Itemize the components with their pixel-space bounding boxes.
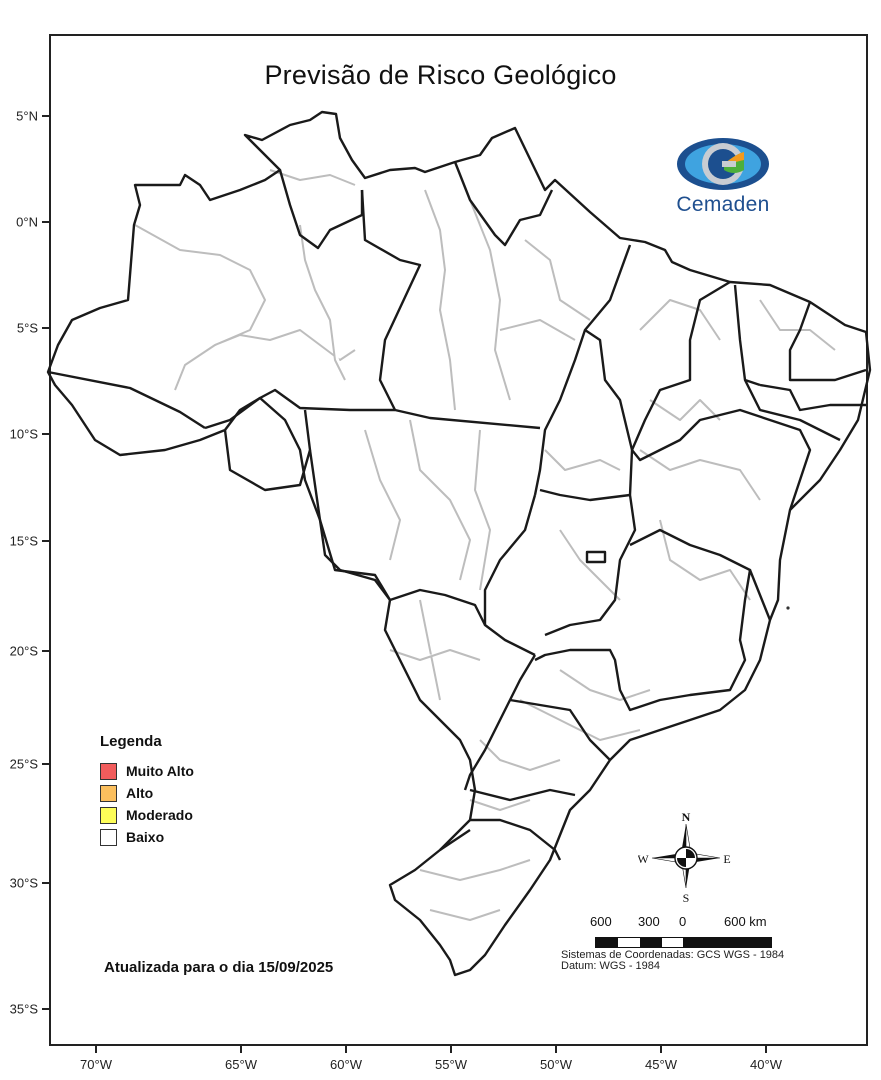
logo-text: Cemaden — [676, 193, 770, 216]
lon-tick — [765, 1044, 767, 1053]
lon-label: 65°W — [225, 1057, 257, 1072]
lat-tick — [42, 1008, 50, 1010]
lon-tick — [240, 1044, 242, 1053]
state-borders — [46, 110, 872, 977]
lat-label: 15°S — [9, 533, 38, 549]
lat-tick — [42, 540, 50, 542]
datum-line: Datum: WGS - 1984 — [561, 960, 661, 972]
lon-tick — [345, 1044, 347, 1053]
lon-tick — [555, 1044, 557, 1053]
lat-tick — [42, 115, 50, 117]
map-title: Previsão de Risco Geológico — [264, 60, 617, 90]
compass-e: E — [723, 852, 730, 866]
lon-label: 45°W — [645, 1057, 677, 1072]
lat-label: 35°S — [9, 1001, 38, 1017]
swatch-moderado — [100, 806, 117, 824]
swatch-alto — [100, 784, 117, 802]
lat-tick — [42, 221, 50, 223]
swatch-baixo — [100, 828, 117, 846]
lon-label: 60°W — [330, 1057, 362, 1072]
lat-tick — [42, 433, 50, 435]
legend-title: Legenda — [100, 733, 162, 750]
lon-label: 55°W — [435, 1057, 467, 1072]
legend-item-muito-alto: Muito Alto — [100, 760, 194, 782]
lon-tick — [95, 1044, 97, 1053]
compass-s: S — [683, 891, 690, 904]
scale-labels: 600 300 0 600 km — [590, 914, 780, 932]
compass-n: N — [682, 810, 691, 824]
lat-label: 20°S — [9, 643, 38, 659]
lat-tick — [42, 763, 50, 765]
cemaden-logo-icon — [677, 138, 769, 190]
lat-label: 0°N — [16, 214, 38, 230]
lon-label: 40°W — [750, 1057, 782, 1072]
compass-w: W — [638, 852, 649, 866]
compass-rose-icon: N S W E — [638, 810, 731, 904]
island-dot — [786, 606, 790, 610]
updated-date-text: Atualizada para o dia 15/09/2025 — [104, 959, 334, 976]
scale-label: 600 km — [724, 914, 767, 929]
lon-label: 50°W — [540, 1057, 572, 1072]
legend-label: Baixo — [126, 829, 165, 845]
legend: Legenda Muito Alto Alto Moderado Baixo — [100, 733, 194, 848]
sub-region-borders — [134, 169, 836, 921]
legend-label: Muito Alto — [126, 763, 194, 779]
lat-label: 30°S — [9, 875, 38, 891]
coordinate-system-note: Sistemas de Coordenadas: GCS WGS - 1984 … — [561, 950, 784, 972]
lat-label: 10°S — [9, 426, 38, 442]
legend-item-baixo: Baixo — [100, 826, 194, 848]
lat-label: 5°S — [16, 320, 38, 336]
map-frame — [49, 34, 868, 1046]
lat-tick — [42, 327, 50, 329]
legend-label: Moderado — [126, 807, 193, 823]
lon-tick — [450, 1044, 452, 1053]
lat-label: 25°S — [9, 756, 38, 772]
lat-label: 5°N — [16, 108, 38, 124]
legend-item-alto: Alto — [100, 782, 194, 804]
scale-label: 0 — [679, 914, 687, 929]
lat-tick — [42, 882, 50, 884]
lat-tick — [42, 650, 50, 652]
legend-item-moderado: Moderado — [100, 804, 194, 826]
swatch-muito-alto — [100, 762, 117, 780]
scale-label: 600 — [590, 914, 612, 929]
legend-label: Alto — [126, 785, 154, 801]
crs-line: Sistemas de Coordenadas: GCS WGS - 1984 — [561, 949, 785, 961]
scale-label: 300 — [638, 914, 660, 929]
lon-tick — [660, 1044, 662, 1053]
scale-bar — [595, 937, 772, 948]
lon-label: 70°W — [80, 1057, 112, 1072]
